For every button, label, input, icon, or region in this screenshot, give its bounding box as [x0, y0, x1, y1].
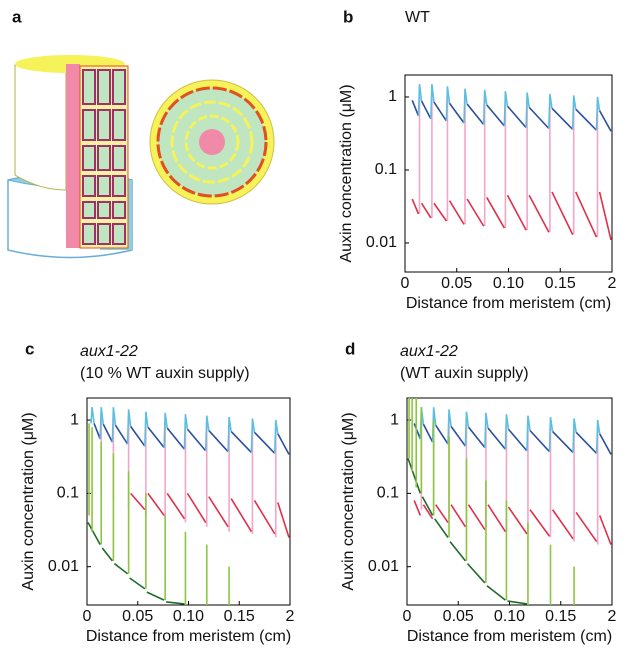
x-tick-label: 2 [286, 608, 295, 625]
series-line [418, 91, 599, 238]
y-axis-label: Auxin concentration (μM) [20, 412, 37, 590]
plot-area [411, 84, 612, 241]
chart-subtitle: (10 % WT auxin supply) [80, 365, 250, 382]
y-tick-label: 1 [70, 411, 79, 428]
x-tick-label: 0.15 [224, 608, 255, 625]
x-axis-label: Distance from meristem (cm) [407, 628, 612, 645]
x-tick-label: 0 [401, 275, 410, 292]
series-line [88, 423, 230, 605]
panel-label: b [343, 7, 353, 26]
panel-label: a [12, 7, 22, 26]
x-tick-label: 0.10 [493, 275, 524, 292]
y-axis-label: Auxin concentration (μM) [338, 84, 355, 262]
plot-area [407, 398, 612, 605]
y-tick-label: 0.1 [377, 485, 399, 502]
x-tick-label: 0 [403, 608, 412, 625]
chart-title: aux1-22 [80, 343, 138, 360]
x-axis-label: Distance from meristem (cm) [406, 295, 611, 312]
x-tick-label: 0.10 [494, 608, 525, 625]
y-tick-label: 0.1 [375, 161, 397, 178]
y-tick-label: 0.01 [368, 558, 399, 575]
series-line [411, 100, 612, 132]
x-tick-label: 2 [608, 275, 617, 292]
x-tick-label: 0.10 [173, 608, 204, 625]
x-tick-label: 0 [83, 608, 92, 625]
plot-area [87, 407, 290, 605]
x-tick-label: 2 [608, 608, 617, 625]
chart-title: WT [405, 9, 430, 26]
series-line [130, 492, 290, 538]
x-tick-label: 0.05 [441, 275, 472, 292]
series-line [87, 522, 185, 605]
root-diagram [7, 55, 275, 259]
series-line [417, 84, 601, 131]
series-line [413, 423, 612, 455]
x-tick-label: 0.15 [545, 275, 576, 292]
series-line [90, 407, 279, 454]
y-tick-label: 0.01 [48, 558, 79, 575]
panel-label: c [25, 339, 34, 358]
chart-title: aux1-22 [400, 343, 458, 360]
x-tick-label: 0.15 [545, 608, 576, 625]
x-axis-label: Distance from meristem (cm) [86, 628, 291, 645]
series-line [413, 500, 612, 545]
y-tick-label: 1 [388, 88, 397, 105]
y-axis-label: Auxin concentration (μM) [340, 412, 357, 590]
x-tick-label: 0.05 [122, 608, 153, 625]
series-line [407, 458, 528, 605]
chart-subtitle: (WT auxin supply) [400, 365, 529, 382]
x-tick-label: 0.05 [443, 608, 474, 625]
y-tick-label: 0.01 [366, 234, 397, 251]
series-line [93, 423, 290, 455]
y-tick-label: 1 [390, 411, 399, 428]
panel-label: d [345, 339, 355, 358]
series-line [408, 398, 575, 605]
series-line [411, 191, 612, 241]
y-tick-label: 0.1 [57, 485, 79, 502]
